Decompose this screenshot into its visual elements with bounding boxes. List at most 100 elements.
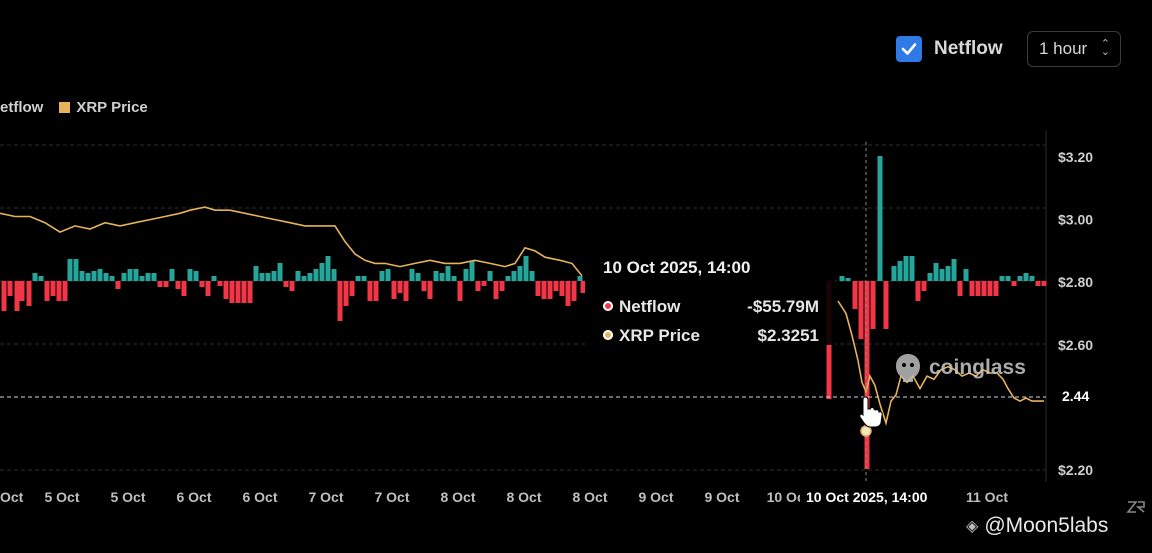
netflow-bar-inflow [139,276,145,281]
netflow-bar-outflow [475,281,481,291]
netflow-bar-inflow [415,273,421,281]
netflow-bar-outflow [883,281,889,329]
legend: etflow XRP Price [0,99,148,116]
netflow-bar-outflow [457,281,463,301]
netflow-checkbox[interactable] [896,36,922,62]
x-tick-label: 7 Oct [308,489,343,505]
netflow-bar-inflow [517,266,523,281]
netflow-bar-outflow [235,281,241,303]
netflow-bar-outflow [427,281,433,299]
crosshair-time-box [800,484,938,508]
interval-select[interactable]: 1 hour ⌃ ⌄ [1027,31,1121,67]
netflow-bar-inflow [97,269,103,281]
netflow-bar-inflow [445,266,451,281]
netflow-bar-outflow [870,281,876,329]
netflow-bar-outflow [571,281,577,301]
netflow-bar-inflow [133,269,139,281]
interval-value: 1 hour [1039,39,1088,58]
netflow-bar-outflow [535,281,541,296]
coinglass-watermark: coinglass [893,352,1026,384]
netflow-bar-inflow [891,266,897,281]
tooltip: 10 Oct 2025, 14:00 Netflow -$55.79M XRP … [585,245,835,345]
netflow-bar-inflow [301,276,307,281]
tooltip-value: -$55.79M [747,297,819,316]
legend-item-netflow[interactable]: etflow [0,99,44,116]
netflow-bar-inflow [277,263,283,281]
netflow-bar-inflow [145,273,151,281]
netflow-bar-outflow [541,281,547,299]
netflow-bar-outflow [373,281,379,301]
netflow-bar-inflow [259,273,265,281]
brand-footer: ◈ @Moon5labs [966,514,1108,538]
netflow-bar-inflow [85,273,91,281]
netflow-bar-inflow [529,271,535,281]
netflow-bar-outflow [915,281,921,301]
netflow-bar-inflow [469,261,475,281]
price-dot-icon [603,329,613,340]
brand-handle: @Moon5labs [984,514,1109,537]
netflow-bar-outflow [247,281,253,303]
x-tick-label: 5 Oct [110,489,145,505]
y-tick-label: $3.20 [1058,149,1093,165]
netflow-bar-inflow [271,271,277,281]
legend-item-price[interactable]: XRP Price [76,99,148,116]
netflow-bar-outflow [337,281,343,321]
netflow-bar-inflow [1023,273,1029,281]
netflow-bar-outflow [397,281,403,293]
netflow-bar-outflow [391,281,397,299]
legend-swatch-price [59,102,71,113]
crosshair-price-label: 2.44 [1062,388,1089,404]
netflow-bar-inflow [211,276,217,281]
netflow-dot-icon [603,300,613,311]
netflow-bar-outflow [223,281,229,299]
netflow-bar-inflow [939,269,945,281]
netflow-bar-outflow [181,281,187,296]
netflow-bar-inflow [127,269,133,281]
x-tick-label: 5 Oct [44,489,79,505]
netflow-bar-outflow [1041,281,1047,286]
netflow-bar-outflow [993,281,999,296]
netflow-bar-outflow [547,281,553,299]
netflow-bar-outflow [62,281,68,301]
watermark-text: coinglass [929,356,1026,379]
netflow-bar-outflow [499,281,505,291]
netflow-bar-inflow [839,276,845,281]
binance-icon: ◈ [966,518,979,535]
netflow-bar-inflow [487,271,493,281]
x-tick-label: 8 Oct [440,489,475,505]
netflow-bar-inflow [451,276,457,281]
netflow-bar-outflow [115,281,121,289]
netflow-bar-outflow [565,281,571,306]
netflow-bar-outflow [289,281,295,291]
netflow-bar-inflow [999,276,1005,281]
netflow-bar-inflow [109,276,115,281]
netflow-bar-inflow [325,256,331,281]
netflow-bar-outflow [921,281,927,291]
netflow-bar-inflow [67,259,73,281]
netflow-bar-outflow [580,281,586,293]
hand-cursor-icon [859,396,883,428]
netflow-bar-inflow [151,273,157,281]
netflow-bar-inflow [1029,276,1035,281]
netflow-bar-inflow [877,156,883,281]
checkmark-icon [901,43,917,55]
y-tick-label: $3.00 [1058,212,1093,228]
netflow-toggle-label[interactable]: Netflow [934,38,1003,59]
y-tick-label: $2.60 [1058,337,1093,353]
x-tick-label: 9 Oct [638,489,673,505]
tooltip-label: Netflow [619,297,681,316]
netflow-bars [1,156,1047,469]
netflow-bar-outflow [403,281,409,301]
netflow-bar-inflow [355,276,361,281]
price-line-segment [837,300,1044,427]
netflow-bar-inflow [253,266,259,281]
tooltip-row-price: XRP Price $2.3251 [603,326,819,346]
netflow-bar-inflow [379,271,385,281]
netflow-bar-inflow [313,269,319,281]
netflow-bar-inflow [845,278,851,281]
netflow-bar-outflow [343,281,349,306]
netflow-bar-inflow [409,269,415,281]
netflow-bar-inflow [897,261,903,281]
netflow-bar-inflow [433,271,439,281]
